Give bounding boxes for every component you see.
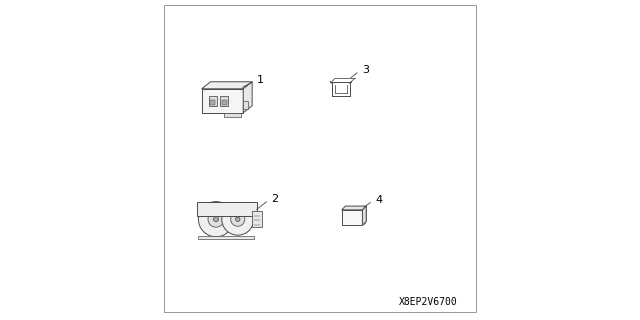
Bar xyxy=(222,100,227,105)
Text: 1: 1 xyxy=(257,75,264,85)
Text: 4: 4 xyxy=(375,195,383,205)
Polygon shape xyxy=(202,89,243,113)
Polygon shape xyxy=(343,209,364,224)
Circle shape xyxy=(214,217,219,222)
Polygon shape xyxy=(197,202,257,216)
Bar xyxy=(220,96,228,106)
Polygon shape xyxy=(362,206,366,225)
Text: X8EP2V6700: X8EP2V6700 xyxy=(399,297,458,308)
Polygon shape xyxy=(344,207,365,223)
Circle shape xyxy=(231,212,244,226)
Bar xyxy=(198,236,253,239)
Circle shape xyxy=(236,217,240,221)
Polygon shape xyxy=(342,206,366,210)
Circle shape xyxy=(222,203,253,235)
Polygon shape xyxy=(243,101,248,109)
Bar xyxy=(252,211,262,227)
Text: 2: 2 xyxy=(271,194,278,204)
Bar xyxy=(210,100,215,105)
Polygon shape xyxy=(225,113,241,116)
Circle shape xyxy=(198,202,234,237)
Circle shape xyxy=(208,211,224,227)
Bar xyxy=(209,96,216,106)
Polygon shape xyxy=(243,82,252,113)
Polygon shape xyxy=(346,206,366,221)
Text: 3: 3 xyxy=(362,65,369,76)
Polygon shape xyxy=(202,82,252,89)
Polygon shape xyxy=(342,210,362,225)
